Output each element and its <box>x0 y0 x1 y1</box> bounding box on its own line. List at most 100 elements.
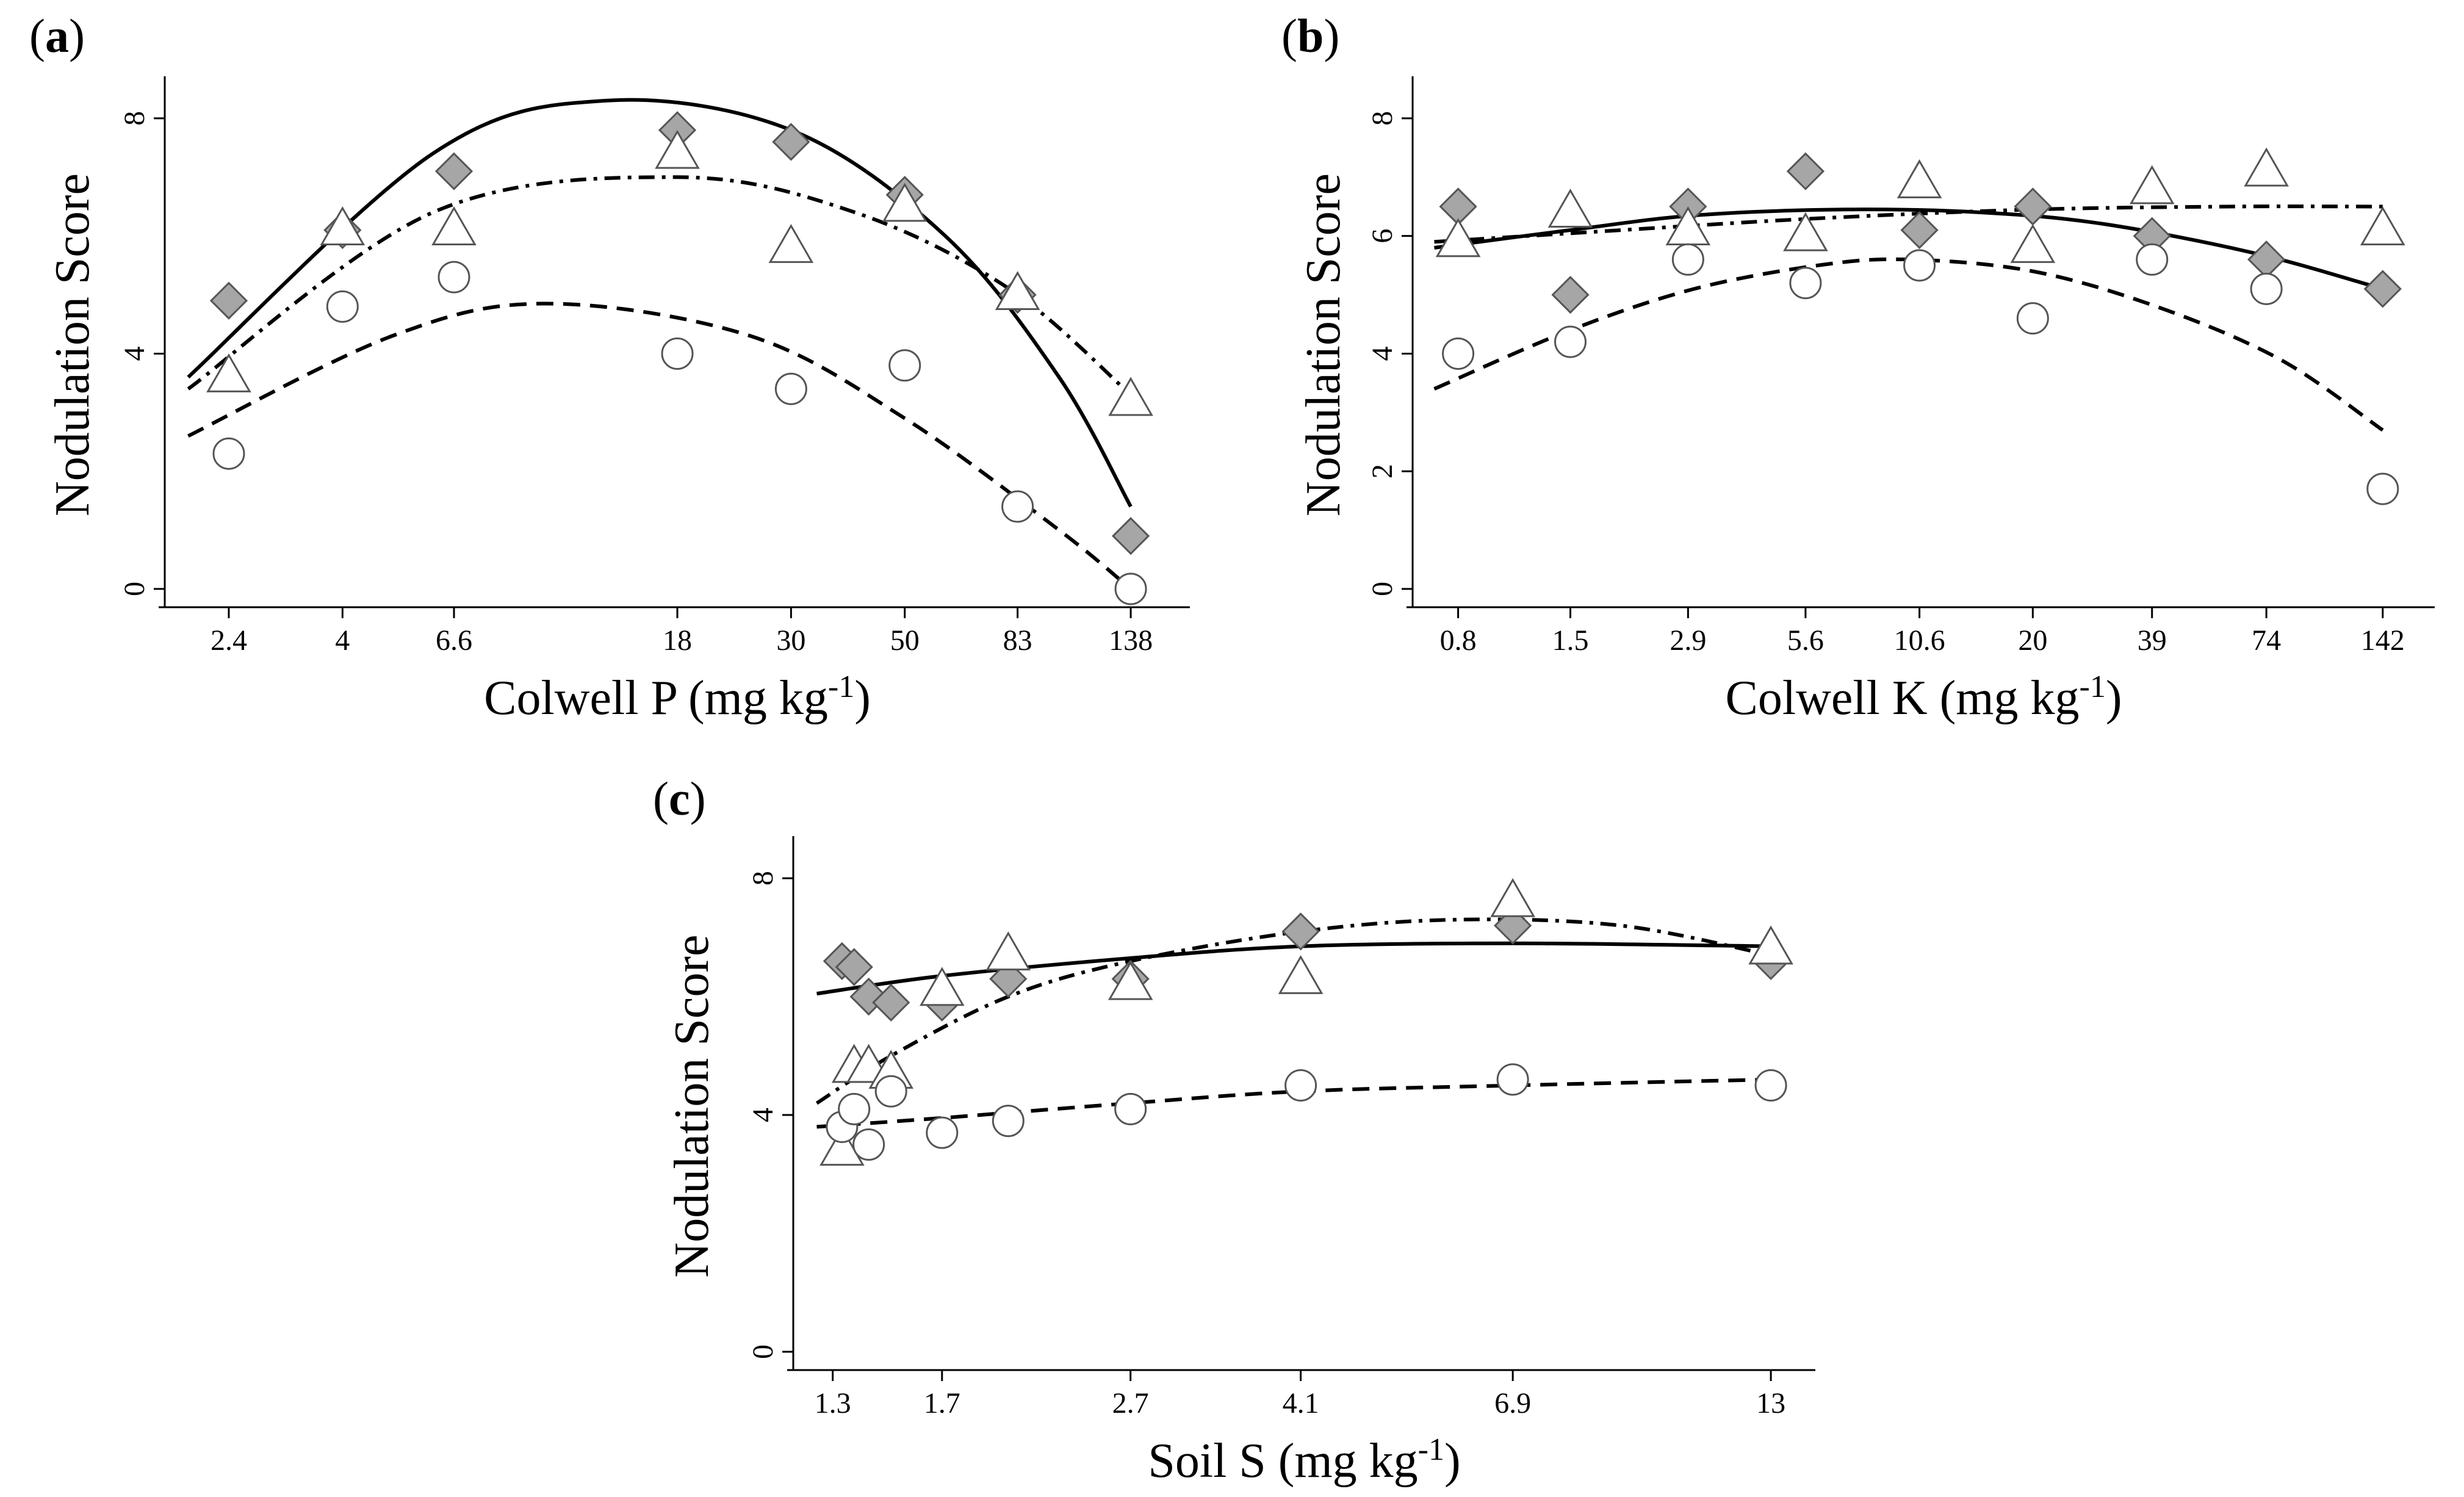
panel-b: (b) 0 2 4 6 8 0.8 1.5 2.9 5.6 10.6 20 39 74 142 Colwell… <box>1281 9 2435 725</box>
triangle-marker <box>882 182 928 222</box>
triangle-marker <box>985 931 1031 971</box>
x-tick-label: 2.7 <box>1112 1387 1149 1419</box>
circle-marker <box>888 349 921 382</box>
diamond-marker <box>772 123 810 161</box>
triangle-marker <box>820 1127 865 1166</box>
fit-line-circle <box>816 1077 1771 1129</box>
diamond-marker <box>1900 211 1939 250</box>
circle-marker <box>1114 572 1147 605</box>
triangle-marker <box>1108 961 1153 1000</box>
x-tick-label: 5.6 <box>1787 624 1824 657</box>
y-axis-title: Nodulation Score <box>1297 173 1350 516</box>
circle-marker <box>212 437 245 470</box>
circle-marker <box>852 1128 885 1161</box>
x-tick-label: 4 <box>335 624 350 657</box>
diamond-marker <box>835 948 873 986</box>
fit-line-triangle <box>1434 204 2383 244</box>
triangle-marker <box>1490 878 1535 917</box>
circle-marker <box>1789 267 1822 300</box>
fit-line-triangle <box>815 917 1771 1105</box>
x-tick-label: 142 <box>2361 624 2405 657</box>
panel-label: (b) <box>1281 9 1339 62</box>
circle-marker <box>2250 272 2283 305</box>
triangle-marker <box>768 223 814 263</box>
circle-marker <box>774 372 807 405</box>
circle-marker <box>926 1116 959 1149</box>
circle-marker <box>661 337 694 370</box>
triangle-marker <box>1435 218 1481 258</box>
triangle-marker <box>655 129 700 169</box>
circle-marker <box>1001 490 1034 523</box>
diamond-marker <box>2363 270 2402 308</box>
x-tick-label: 6.6 <box>436 624 472 657</box>
y-axis-title: Nodulation Score <box>665 934 719 1277</box>
circle-marker <box>992 1105 1025 1138</box>
x-tick-label: 74 <box>2252 624 2281 657</box>
y-tick-label: 0 <box>1366 582 1399 596</box>
diamond-marker <box>2014 187 2052 226</box>
diamond-marker <box>1786 152 1825 190</box>
circle-marker <box>1903 249 1936 282</box>
y-tick-label: 0 <box>747 1344 779 1359</box>
x-tick-label: 39 <box>2138 624 2167 657</box>
y-tick-label: 4 <box>1366 346 1399 361</box>
x-tick-label: 138 <box>1109 624 1153 657</box>
panel-label: (a) <box>29 9 85 62</box>
triangle-marker <box>995 271 1040 310</box>
circle-marker <box>438 261 470 294</box>
y-tick-label: 2 <box>1366 464 1399 478</box>
fit-line-triangle <box>187 175 1133 397</box>
triangle-marker <box>1897 159 1942 198</box>
triangle-marker <box>2129 165 2175 204</box>
triangle-marker <box>1108 377 1153 416</box>
y-tick-label: 6 <box>1366 229 1399 243</box>
x-tick-label: 0.8 <box>1440 624 1477 657</box>
fit-line-circle <box>187 301 1133 591</box>
circle-marker <box>1671 243 1704 276</box>
x-tick-label: 50 <box>890 624 920 657</box>
y-tick-label: 8 <box>1366 111 1399 126</box>
triangle-marker <box>1748 925 1793 965</box>
x-tick-label: 18 <box>663 624 692 657</box>
triangle-marker <box>2010 223 2056 263</box>
diamond-marker <box>209 281 248 320</box>
triangle-marker <box>1783 212 1828 251</box>
x-tick-label: 2.4 <box>211 624 247 657</box>
x-tick-label: 20 <box>2018 624 2047 657</box>
diamond-marker <box>1111 517 1150 555</box>
circle-marker <box>326 290 359 323</box>
diamond-marker <box>2247 240 2286 279</box>
diamond-marker <box>434 152 474 190</box>
circle-marker <box>838 1092 871 1125</box>
circle-marker <box>1114 1092 1147 1125</box>
y-axis-title: Nodulation Score <box>46 173 99 516</box>
y-tick-label: 4 <box>118 346 151 361</box>
y-tick-label: 8 <box>747 871 779 886</box>
x-tick-label: 1.3 <box>815 1387 851 1419</box>
circle-marker <box>2016 302 2049 335</box>
x-tick-label: 30 <box>776 624 805 657</box>
diamond-marker <box>872 983 910 1022</box>
triangle-marker <box>320 206 366 245</box>
circle-marker <box>1754 1069 1787 1102</box>
y-tick-label: 0 <box>118 582 151 596</box>
triangle-marker <box>206 353 251 392</box>
y-tick-label: 4 <box>747 1108 779 1122</box>
y-tick-label: 8 <box>118 111 151 126</box>
triangle-marker <box>2360 206 2405 245</box>
circle-marker <box>874 1075 907 1108</box>
circle-marker <box>1284 1069 1317 1102</box>
x-tick-label: 2.9 <box>1670 624 1706 657</box>
circle-marker <box>2136 243 2169 276</box>
circle-marker <box>1554 325 1587 358</box>
triangle-marker <box>919 967 965 1006</box>
x-tick-label: 1.5 <box>1552 624 1588 657</box>
fit-line-diamond <box>187 98 1133 508</box>
circle-marker <box>2366 472 2399 505</box>
panel-label: (c) <box>653 772 706 825</box>
x-tick-label: 13 <box>1756 1387 1785 1419</box>
diamond-marker <box>1281 912 1320 951</box>
x-axis-title: Colwell K (mg kg-1) <box>1726 669 2122 726</box>
x-axis-title: Soil S (mg kg-1) <box>1148 1432 1460 1488</box>
